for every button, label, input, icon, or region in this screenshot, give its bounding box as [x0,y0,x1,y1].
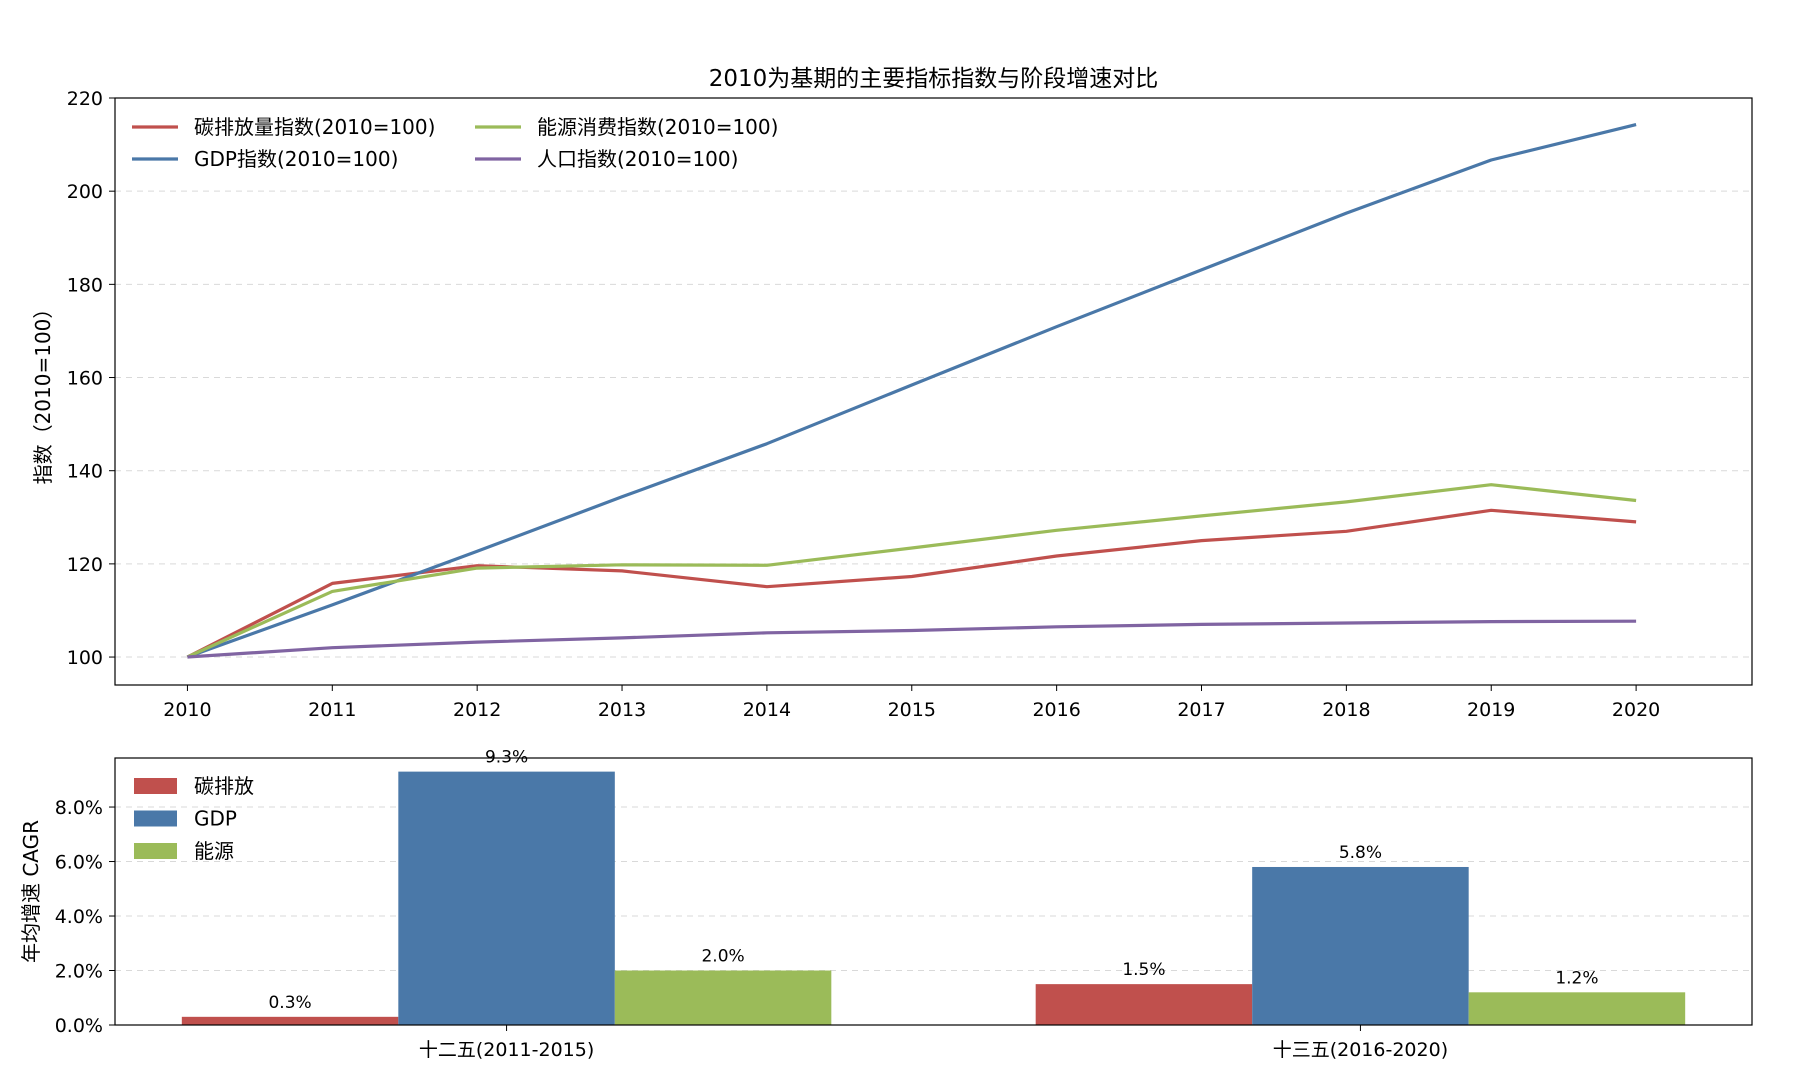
line-legend-item: 能源消费指数(2010=100) [475,115,778,139]
bar-x-tick-label: 十二五(2011-2015) [419,1039,594,1061]
chart-title: 2010为基期的主要指标指数与阶段增速对比 [709,66,1159,92]
line-x-axis: 2010 2011 2012 2013 2014 2015 2016 2017 2018 2019… [163,685,1660,721]
line-legend-item: 人口指数(2010=100) [475,147,738,171]
line-y-tick-label: 200 [67,181,103,203]
line-x-tick-label: 2010 [163,699,211,721]
bar-legend-item: GDP [134,807,237,831]
line-x-tick-label: 2011 [308,699,356,721]
line-series-2 [186,483,1637,659]
bar-y-tick-label: 0.0% [55,1015,103,1037]
bar-y-tick-label: 2.0% [55,961,103,983]
line-legend-item: 碳排放量指数(2010=100) [132,115,435,139]
line-x-tick-label: 2013 [598,699,646,721]
bar-value-label: 1.5% [1122,960,1165,980]
line-legend-label: GDP指数(2010=100) [194,147,398,171]
bar-plot-frame [114,757,1753,1026]
bar-legend-label: 碳排放 [194,774,254,798]
line-legend: 碳排放量指数(2010=100) 能源消费指数(2010=100) GDP指数(20… [132,115,778,171]
line-x-tick-label: 2020 [1612,699,1660,721]
bar-value-label: 1.2% [1555,968,1598,988]
bar-legend-swatch [134,778,177,794]
line-y-tick-label: 140 [67,461,103,483]
line-y-tick-label: 220 [67,88,103,110]
line-y-axis: 100 120 140 160 180 200 220 [67,88,115,669]
bar--0 [181,1016,399,1025]
bar-legend-label: GDP [194,807,237,831]
line-y-tick-label: 180 [67,274,103,296]
line-legend-label: 能源消费指数(2010=100) [537,115,778,139]
bar-y-axis: 0.0% 2.0% 4.0% 6.0% 8.0% [55,797,115,1037]
line-series-group [186,123,1637,659]
line-legend-item: GDP指数(2010=100) [132,147,398,171]
line-x-tick-label: 2012 [453,699,501,721]
line-y-axis-title: 指数（2010=100） [31,299,55,485]
bar-x-tick-label: 十三五(2016-2020) [1273,1039,1448,1061]
bar-gdp-1 [1252,866,1469,1025]
line-x-tick-label: 2015 [888,699,936,721]
line-x-tick-label: 2014 [743,699,791,721]
bar-legend-swatch [134,843,177,859]
bar-series-group: 0.3%9.3%2.0%1.5%5.8%1.2% [181,748,1686,1025]
line-x-tick-label: 2019 [1467,699,1515,721]
line-legend-label: 人口指数(2010=100) [537,147,738,171]
line-x-tick-label: 2017 [1177,699,1225,721]
line-series-0 [186,508,1637,659]
line-y-tick-label: 100 [67,647,103,669]
bar-y-tick-label: 8.0% [55,797,103,819]
line-y-tick-label: 160 [67,368,103,390]
line-series-3 [187,619,1637,659]
bar-legend: 碳排放 GDP 能源 [134,774,254,863]
bar-gdp-0 [398,771,615,1025]
bar-legend-item: 能源 [134,839,234,863]
bar-x-axis: 十二五(2011-2015) 十三五(2016-2020) [419,1025,1448,1061]
bar--1 [1035,984,1253,1025]
line-series-1 [186,123,1637,659]
bar-value-label: 2.0% [701,947,744,967]
bar-value-label: 0.3% [268,993,311,1013]
bar-legend-swatch [134,810,177,827]
bar-legend-label: 能源 [194,839,234,863]
bar--1 [1468,992,1686,1025]
line-legend-label: 碳排放量指数(2010=100) [194,115,435,139]
line-y-tick-label: 120 [67,554,103,576]
bar--0 [614,970,832,1025]
bar-y-tick-label: 6.0% [55,852,103,874]
bar-value-label: 5.8% [1339,843,1382,863]
line-x-tick-label: 2018 [1322,699,1370,721]
line-x-tick-label: 2016 [1032,699,1080,721]
bar-y-axis-title: 年均增速 CAGR [19,820,43,963]
line-plot-frame [114,97,1753,686]
bar-legend-item: 碳排放 [134,774,254,798]
bar-y-tick-label: 4.0% [55,906,103,928]
